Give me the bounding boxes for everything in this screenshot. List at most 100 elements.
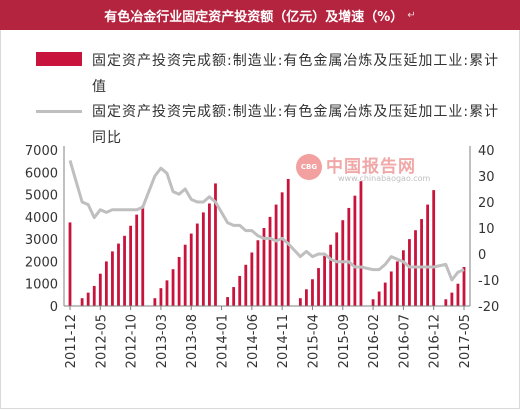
x-tick-label: 2016-07 [397, 314, 412, 368]
bar [141, 205, 145, 306]
x-tick-label: 2013-08 [185, 314, 200, 368]
line-series [68, 159, 465, 282]
y-left-tick-label: 3000 [25, 233, 58, 248]
y-right-tick-label: 20 [478, 196, 495, 211]
bar [305, 289, 308, 306]
return-mark-icon: ↵ [407, 9, 416, 21]
bar [226, 297, 229, 306]
bar [371, 299, 375, 306]
bar [262, 228, 266, 306]
bar [432, 190, 436, 306]
bar [117, 243, 120, 306]
bar [268, 216, 272, 306]
title-bar: 有色冶金行业固定资产投资额（亿元）及增速（%） ↵ [0, 0, 520, 30]
x-tick-label: 2015-09 [337, 314, 352, 368]
bar [280, 192, 284, 306]
x-tick-label: 2016-02 [367, 314, 382, 368]
y-right-tick-label: 30 [478, 170, 495, 185]
bar [462, 267, 466, 306]
watermark-name: 中国报告网 [326, 157, 416, 177]
x-tick-label: 2017-05 [458, 314, 473, 368]
bar [256, 240, 260, 306]
bar [408, 239, 411, 306]
bar [98, 273, 102, 306]
bar [323, 255, 326, 306]
bar [208, 203, 211, 306]
bar [347, 207, 351, 306]
bar [250, 252, 254, 306]
bar [298, 298, 302, 306]
y-left-tick-label: 6000 [25, 166, 58, 181]
y-left-tick-label: 0 [50, 300, 58, 315]
bar [189, 233, 193, 306]
x-tick-label: 2012-10 [125, 314, 140, 368]
y-left-tick-label: 7000 [25, 144, 58, 159]
bar [214, 183, 217, 306]
axes: 7000 6000 5000 4000 3000 2000 1000 0 40 30 20 10 0 -1… [25, 144, 499, 368]
legend-label-bar: 固定资产投资完成额:制造业:有色金属冶炼及压延加工业:累计值 [92, 53, 500, 95]
bar [159, 288, 163, 306]
bar [335, 232, 339, 306]
bar [383, 282, 387, 306]
bar [244, 264, 248, 306]
bar [359, 181, 363, 306]
bar [450, 292, 454, 306]
series-line [68, 159, 465, 282]
bar [104, 261, 108, 306]
x-tick-label: 2013-03 [155, 314, 170, 368]
bar [444, 299, 448, 306]
watermark-url: www.chinabaogao.com [338, 174, 431, 183]
legend-swatch-line [36, 110, 82, 113]
bar [195, 223, 199, 306]
bar-series [68, 178, 466, 306]
watermark-logo-icon: CBG [296, 154, 322, 180]
bar [135, 214, 139, 306]
bar [123, 235, 126, 306]
bar [86, 292, 90, 306]
bar [317, 268, 320, 306]
x-tick-label: 2014-11 [276, 314, 291, 368]
bar [171, 269, 175, 306]
y-left-tick-label: 2000 [25, 255, 58, 270]
bar [426, 204, 430, 306]
y-left-tick-label: 1000 [25, 278, 58, 293]
x-tick-label: 2016-12 [428, 314, 443, 368]
y-left-tick-label: 5000 [25, 189, 58, 204]
bar [377, 291, 381, 306]
bar [311, 279, 314, 306]
bar [456, 283, 460, 306]
bar [68, 222, 72, 306]
bar [232, 287, 236, 306]
bar [183, 244, 187, 306]
x-tick-label: 2014-01 [216, 314, 231, 368]
y-right-tick-label: -20 [478, 300, 499, 315]
bar [353, 195, 357, 306]
legend-label-line: 固定资产投资完成额:制造业:有色金属冶炼及压延加工业:累计同比 [92, 104, 500, 146]
bar [389, 271, 393, 306]
bar [201, 212, 205, 306]
bar [274, 204, 278, 306]
x-tick-label: 2012-05 [94, 314, 109, 368]
x-tick-label: 2014-06 [246, 314, 261, 368]
bar [177, 256, 181, 306]
bar [329, 244, 333, 306]
bar [395, 261, 399, 306]
y-left-tick-label: 4000 [25, 211, 58, 226]
chart-title: 有色冶金行业固定资产投资额（亿元）及增速（%） [104, 9, 404, 25]
y-right-tick-label: 0 [478, 248, 486, 263]
bar [401, 250, 405, 306]
y-right-tick-label: 10 [478, 222, 495, 237]
y-right-tick-label: 40 [478, 144, 495, 159]
bar [238, 275, 242, 306]
bar [80, 298, 84, 306]
bar [129, 225, 133, 306]
bar [165, 280, 169, 306]
legend-swatch-bar [36, 52, 82, 66]
bar [153, 298, 157, 306]
x-tick-label: 2015-04 [307, 314, 322, 368]
watermark: CBG 中国报告网 www.chinabaogao.com [296, 152, 446, 188]
bar [420, 219, 423, 306]
x-tick-label: 2011-12 [64, 314, 79, 368]
y-right-tick-label: -10 [478, 274, 499, 289]
